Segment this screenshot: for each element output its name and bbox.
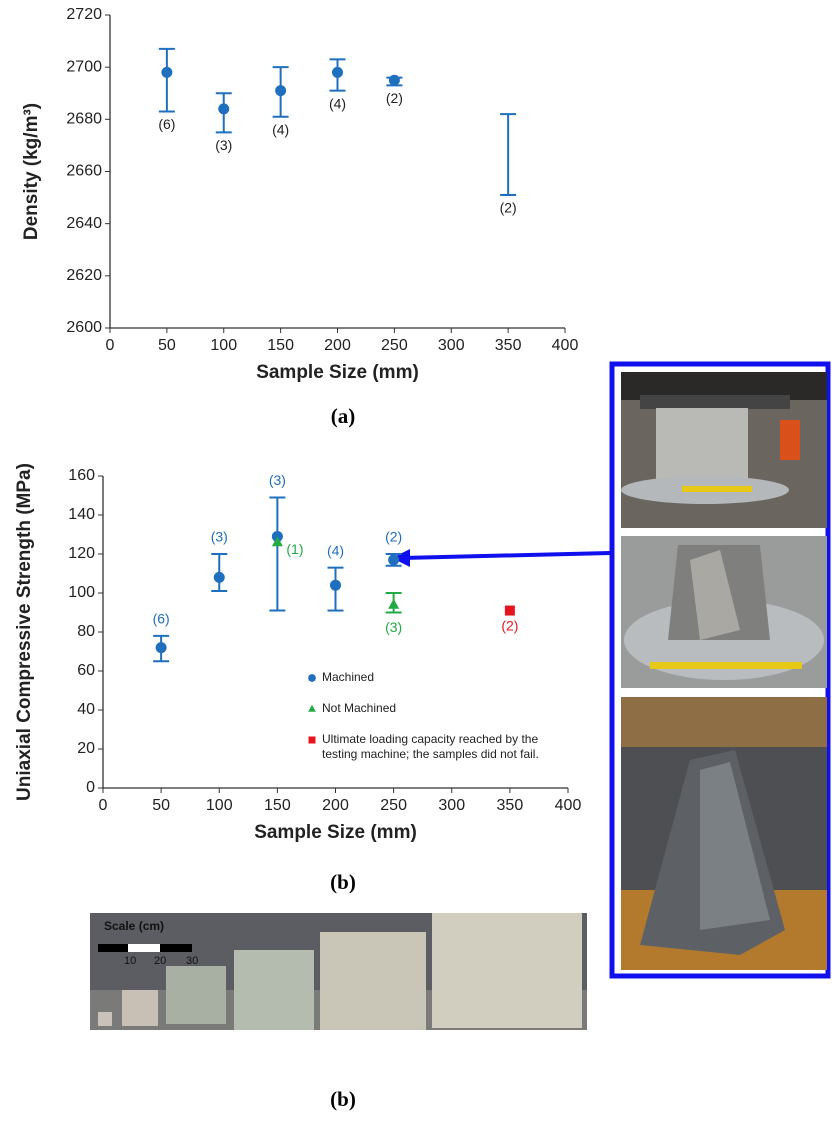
y-tick-label: 140	[68, 506, 95, 523]
x-tick-label: 50	[158, 337, 176, 354]
x-tick-label: 300	[438, 797, 465, 814]
count-label: (3)	[211, 529, 228, 545]
y-tick-label: 2680	[66, 111, 102, 128]
count-label: (3)	[269, 472, 286, 488]
legend-entry: Machined	[306, 670, 566, 685]
y-tick-label: 40	[77, 701, 95, 718]
legend-label: Not Machined	[322, 701, 396, 715]
legend-entry: Not Machined	[306, 701, 566, 716]
legend-label: Machined	[322, 670, 374, 684]
caption: (a)	[331, 404, 356, 428]
count-label: (6)	[153, 611, 170, 627]
count-label: (4)	[329, 95, 346, 111]
count-label: (6)	[158, 116, 175, 132]
caption: (b)	[330, 1087, 356, 1111]
count-label: (3)	[215, 137, 232, 153]
y-tick-label: 2720	[66, 6, 102, 23]
y-tick-label: 120	[68, 545, 95, 562]
y-tick-label: 160	[68, 467, 95, 484]
y-tick-label: 80	[77, 623, 95, 640]
legend-label: Ultimate loading capacity reached by the…	[322, 732, 539, 761]
x-tick-label: 0	[106, 337, 115, 354]
count-label: (1)	[286, 541, 303, 557]
x-tick-label: 250	[381, 337, 408, 354]
x-tick-label: 200	[324, 337, 351, 354]
x-tick-label: 200	[322, 797, 349, 814]
legend-marker	[306, 703, 318, 715]
photo-middle	[621, 536, 827, 688]
count-label: (2)	[501, 617, 518, 633]
point	[389, 75, 400, 86]
legend: Machined Not Machined Ultimate loading cap…	[306, 670, 566, 778]
error-bar	[500, 114, 516, 195]
scale-tick-label: 20	[154, 955, 166, 967]
y-tick-label: 100	[68, 584, 95, 601]
y-tick-label: 2600	[66, 319, 102, 336]
y-tick-label: 20	[77, 740, 95, 757]
figure: Scale (cm) 10 20 30 (a) (b) (b) 2600 2620 2640 26…	[0, 0, 832, 1130]
x-tick-label: 300	[438, 337, 465, 354]
point	[214, 572, 225, 583]
caption: (b)	[330, 870, 356, 894]
x-tick-label: 0	[99, 797, 108, 814]
y-tick-label: 2620	[66, 267, 102, 284]
y-tick-label: 2660	[66, 163, 102, 180]
scale-tick-label: 10	[124, 955, 136, 967]
x-tick-label: 350	[497, 797, 524, 814]
y-tick-label: 60	[77, 662, 95, 679]
point	[309, 737, 316, 744]
point	[505, 606, 515, 616]
point	[388, 554, 399, 565]
x-tick-label: 100	[210, 337, 237, 354]
legend-entry: Ultimate loading capacity reached by the…	[306, 732, 566, 762]
legend-marker	[306, 734, 318, 746]
point	[308, 674, 316, 682]
y-axis-title: Density (kg/m³)	[21, 103, 42, 240]
count-label: (4)	[327, 542, 344, 558]
photo-top	[621, 372, 827, 528]
point	[218, 103, 229, 114]
point	[275, 85, 286, 96]
count-label: (4)	[272, 121, 289, 137]
photo-cubes: Scale (cm)	[90, 913, 587, 1030]
point	[156, 642, 167, 653]
x-tick-label: 150	[264, 797, 291, 814]
y-axis-title: Uniaxial Compressive Strength (MPa)	[14, 463, 35, 801]
x-tick-label: 400	[552, 337, 579, 354]
x-tick-label: 400	[555, 797, 582, 814]
count-label: (2)	[500, 200, 517, 216]
x-axis-title: Sample Size (mm)	[254, 822, 417, 843]
arrow	[402, 553, 610, 558]
photo-bottom	[621, 697, 827, 970]
point	[161, 67, 172, 78]
scale-tick-label: 30	[186, 955, 198, 967]
point	[332, 67, 343, 78]
error-bar	[159, 49, 175, 112]
x-tick-label: 350	[495, 337, 522, 354]
y-tick-label: 2640	[66, 215, 102, 232]
scale-title: Scale (cm)	[104, 919, 164, 933]
page: Scale (cm) 10 20 30 (a) (b) (b) 2600 2620 2640 26…	[0, 0, 832, 1130]
point	[308, 705, 316, 712]
legend-marker	[306, 672, 318, 684]
point	[388, 599, 399, 609]
count-label: (3)	[385, 619, 402, 635]
x-tick-label: 250	[380, 797, 407, 814]
point	[330, 580, 341, 591]
error-bar	[269, 497, 285, 610]
x-tick-label: 150	[267, 337, 294, 354]
count-label: (2)	[386, 90, 403, 106]
x-axis-title: Sample Size (mm)	[256, 362, 419, 383]
x-tick-label: 50	[152, 797, 170, 814]
x-tick-label: 100	[206, 797, 233, 814]
count-label: (2)	[385, 529, 402, 545]
y-tick-label: 0	[86, 779, 95, 796]
y-tick-label: 2700	[66, 58, 102, 75]
